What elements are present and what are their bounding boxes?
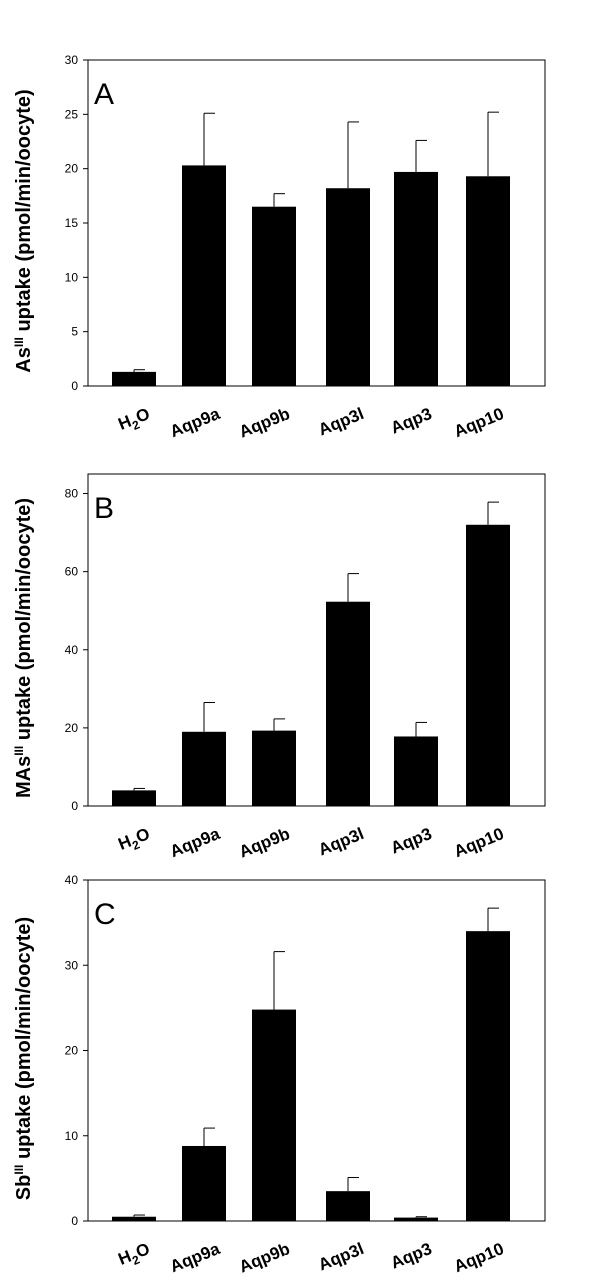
bar-aqp3: [394, 1217, 438, 1221]
chart-panel-a: 0 5 10 15 20 25 30 H2O Aqp9a Aqp9b Aqp3l Aqp3 Aqp10 A…: [12, 53, 546, 442]
category-label-aqp10: Aqp10: [451, 824, 506, 861]
category-label-aqp9a: Aqp9a: [167, 404, 223, 441]
y-tick-label: 25: [65, 107, 79, 121]
category-label-aqp9b: Aqp9b: [236, 824, 292, 861]
y-tick-label: 15: [65, 216, 79, 230]
y-tick-label: 10: [65, 270, 79, 284]
category-label-aqp3: Aqp3: [388, 824, 435, 858]
chart-panel-b: 0 20 40 60 80 H2O Aqp9a Aqp9b Aqp3l Aqp3 Aqp10 B MAs…: [12, 473, 546, 862]
y-tick-label: 0: [71, 799, 78, 813]
bar-aqp9b: [252, 730, 296, 806]
bar-aqp3l: [326, 601, 370, 806]
bar-aqp9a: [182, 731, 226, 806]
y-tick-label: 30: [65, 958, 79, 972]
y-axis-label: SbIII uptake (pmol/min/oocyte): [12, 917, 35, 1200]
bar-aqp3l: [326, 1191, 370, 1221]
category-label-aqp10: Aqp10: [451, 404, 506, 441]
bar-aqp3: [394, 171, 438, 386]
category-label-h2o: H2O: [116, 824, 154, 857]
category-label-aqp9b: Aqp9b: [236, 1239, 292, 1276]
panel-letter: C: [94, 898, 116, 931]
y-tick-label: 20: [65, 721, 79, 735]
category-label-aqp10: Aqp10: [451, 1239, 506, 1276]
category-label-aqp3l: Aqp3l: [316, 1239, 367, 1274]
y-axis-label: AsIII uptake (pmol/min/oocyte): [12, 89, 35, 372]
plot-frame: [87, 473, 546, 807]
y-tick-label: 10: [65, 1129, 79, 1143]
bar-h2o: [112, 1216, 156, 1221]
category-label-aqp3l: Aqp3l: [316, 824, 367, 859]
y-tick-label: 60: [65, 565, 79, 579]
y-tick-label: 40: [65, 873, 79, 887]
bar-aqp10: [466, 176, 510, 386]
category-label-aqp9b: Aqp9b: [236, 404, 292, 441]
category-label-aqp9a: Aqp9a: [167, 824, 223, 861]
bar-aqp10: [466, 931, 510, 1221]
y-tick-label: 40: [65, 643, 79, 657]
bar-aqp9a: [182, 1145, 226, 1221]
y-tick-label: 0: [71, 1214, 78, 1228]
panel-letter: A: [94, 78, 114, 111]
bar-aqp3: [394, 736, 438, 806]
bar-h2o: [112, 790, 156, 806]
y-tick-label: 80: [65, 487, 79, 501]
category-label-aqp3l: Aqp3l: [316, 404, 367, 439]
category-label-aqp9a: Aqp9a: [167, 1239, 223, 1276]
y-tick-label: 30: [65, 53, 79, 67]
y-axis-label: MAsIII uptake (pmol/min/oocyte): [12, 498, 35, 798]
bar-aqp3l: [326, 188, 370, 386]
bar-aqp9b: [252, 206, 296, 386]
y-tick-label: 20: [65, 1044, 79, 1058]
category-label-aqp3: Aqp3: [388, 1239, 435, 1273]
bar-aqp9a: [182, 165, 226, 386]
y-tick-label: 5: [71, 325, 78, 339]
bar-aqp9b: [252, 1009, 296, 1221]
bar-h2o: [112, 371, 156, 386]
panel-letter: B: [94, 492, 114, 525]
category-label-h2o: H2O: [116, 404, 154, 437]
bar-aqp10: [466, 524, 510, 806]
category-label-h2o: H2O: [116, 1239, 154, 1272]
chart-panel-c: 0 10 20 30 40 H2O Aqp9a Aqp9b Aqp3l Aqp3 Aqp10 C SbI…: [12, 873, 546, 1277]
y-tick-label: 20: [65, 162, 79, 176]
y-tick-label: 0: [71, 379, 78, 393]
category-label-aqp3: Aqp3: [388, 404, 435, 438]
